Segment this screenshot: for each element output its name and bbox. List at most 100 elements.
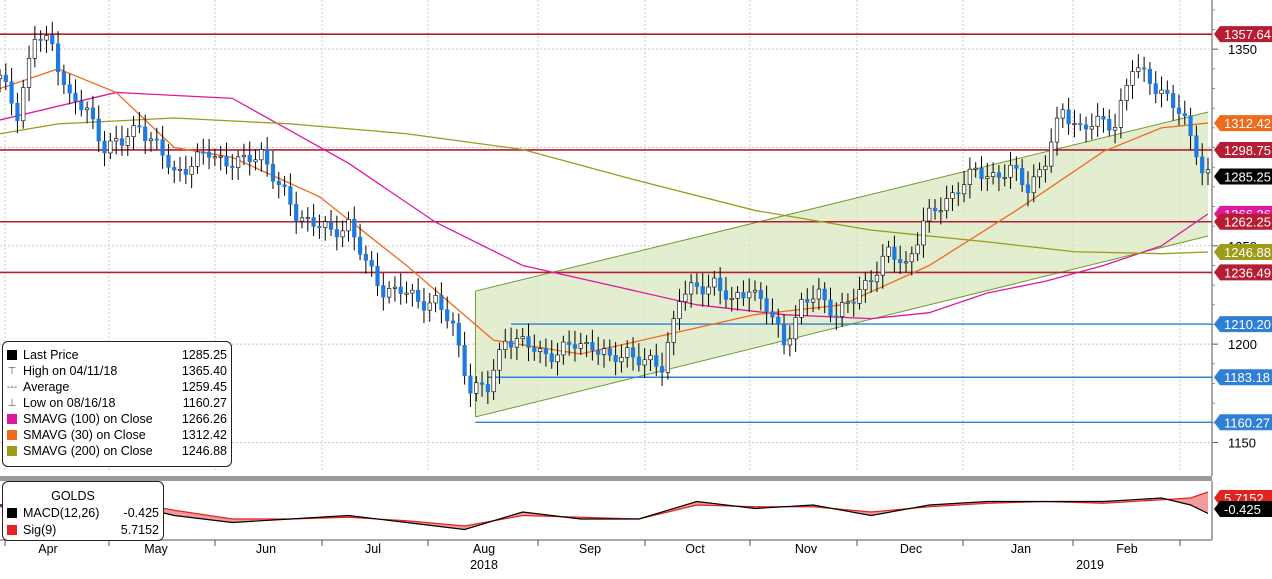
candle-body bbox=[294, 204, 299, 222]
candle-body bbox=[532, 347, 537, 352]
candle-body bbox=[253, 159, 258, 163]
candle-body bbox=[938, 210, 943, 213]
price-axis: 1150120012501350 bbox=[1211, 0, 1257, 476]
month-label: Jan bbox=[1011, 542, 1031, 556]
candle-body bbox=[114, 138, 119, 142]
candle-body bbox=[549, 353, 554, 363]
macd-tag-shape bbox=[1214, 501, 1272, 517]
month-label: Feb bbox=[1116, 542, 1138, 556]
candle-body bbox=[328, 221, 334, 230]
candle-body bbox=[404, 292, 409, 295]
year-label: 2019 bbox=[1076, 558, 1104, 572]
candle-body bbox=[241, 154, 247, 158]
candle-body bbox=[154, 138, 159, 141]
legend-value: 1259.45 bbox=[181, 380, 227, 394]
price-tag-shape bbox=[1214, 316, 1272, 333]
candle-body bbox=[172, 167, 177, 171]
legend-item: SMAVG (100) on Close 1266.26 bbox=[3, 411, 231, 427]
candle-body bbox=[630, 347, 636, 358]
candle-body bbox=[671, 318, 676, 343]
candle-body bbox=[712, 277, 717, 288]
candle-body bbox=[950, 192, 955, 199]
candle-body bbox=[578, 343, 583, 349]
candle-body bbox=[224, 155, 229, 167]
legend-label: Last Price bbox=[23, 348, 79, 362]
candle-body bbox=[177, 168, 183, 171]
candle-body bbox=[340, 230, 345, 238]
candle-body bbox=[369, 260, 374, 267]
candle-body bbox=[555, 354, 560, 363]
legend-swatch bbox=[7, 350, 17, 360]
candle-body bbox=[183, 168, 188, 175]
candle-body bbox=[601, 348, 607, 355]
candle-body bbox=[1037, 169, 1042, 178]
candle-body bbox=[572, 344, 578, 349]
legend-label: SMAVG (30) on Close bbox=[23, 428, 146, 442]
candle-body bbox=[108, 140, 113, 154]
macd-legend-title: GOLDS bbox=[51, 489, 95, 503]
price-tag: 1312.42 bbox=[1214, 115, 1272, 132]
candle-body bbox=[1020, 168, 1025, 186]
candle-body bbox=[265, 149, 270, 165]
month-label: Nov bbox=[795, 542, 818, 556]
legend-value: 1312.42 bbox=[181, 428, 227, 442]
candle-body bbox=[282, 184, 287, 187]
candle-body bbox=[1182, 113, 1187, 117]
candle-body bbox=[625, 347, 630, 358]
legend-swatch bbox=[7, 446, 17, 456]
candle-body bbox=[857, 289, 862, 304]
candle-body bbox=[38, 38, 43, 41]
candle-body bbox=[781, 323, 787, 346]
candle-body bbox=[3, 74, 8, 83]
high-marker-icon: ⊤ bbox=[7, 365, 17, 377]
month-label: Dec bbox=[900, 542, 922, 556]
candle-body bbox=[874, 274, 880, 283]
candle-body bbox=[433, 295, 438, 304]
candle-body bbox=[276, 180, 281, 186]
candle-body bbox=[1165, 89, 1170, 94]
legend-swatch bbox=[7, 430, 17, 440]
candle-body bbox=[230, 165, 235, 168]
panel-divider bbox=[0, 476, 1212, 481]
price-tag-label: 1357.64 bbox=[1224, 27, 1271, 42]
candle-body bbox=[607, 348, 612, 356]
candle-body bbox=[1159, 89, 1164, 94]
year-label: 2018 bbox=[470, 558, 498, 572]
candle-body bbox=[619, 357, 624, 363]
candle-body bbox=[236, 156, 241, 168]
candle-body bbox=[741, 292, 746, 299]
candle-body bbox=[665, 342, 670, 373]
legend-item: -◦- Average 1259.45 bbox=[3, 379, 231, 395]
legend-label: Low on 08/16/18 bbox=[23, 396, 116, 410]
candle-body bbox=[398, 286, 403, 294]
candle-body bbox=[201, 151, 206, 154]
candle-body bbox=[909, 253, 914, 263]
candle-body bbox=[421, 301, 427, 311]
candle-body bbox=[973, 167, 978, 170]
candle-body bbox=[357, 236, 363, 255]
candle-body bbox=[288, 186, 293, 205]
candle-body bbox=[538, 348, 543, 352]
candle-body bbox=[567, 341, 572, 345]
price-tag-label: 1312.42 bbox=[1224, 116, 1271, 131]
legend-label: SMAVG (100) on Close bbox=[23, 412, 153, 426]
price-tag-shape bbox=[1214, 26, 1272, 43]
month-label: Oct bbox=[685, 542, 705, 556]
candle-body bbox=[21, 87, 26, 122]
candle-body bbox=[1101, 115, 1106, 120]
candle-body bbox=[915, 244, 920, 255]
candle-body bbox=[1049, 141, 1054, 167]
candle-body bbox=[526, 336, 531, 348]
legend-item: SMAVG (200) on Close 1246.88 bbox=[3, 443, 231, 459]
candle-body bbox=[1095, 115, 1100, 127]
candle-body bbox=[1147, 68, 1153, 84]
candle-body bbox=[880, 255, 885, 276]
candle-body bbox=[73, 92, 78, 102]
candle-body bbox=[1188, 115, 1193, 137]
candle-body bbox=[991, 172, 996, 177]
candle-body bbox=[148, 138, 154, 142]
candle-body bbox=[305, 217, 310, 220]
candle-body bbox=[1066, 109, 1071, 125]
price-tick-label: 1350 bbox=[1228, 42, 1257, 57]
candle-body bbox=[1205, 169, 1211, 174]
